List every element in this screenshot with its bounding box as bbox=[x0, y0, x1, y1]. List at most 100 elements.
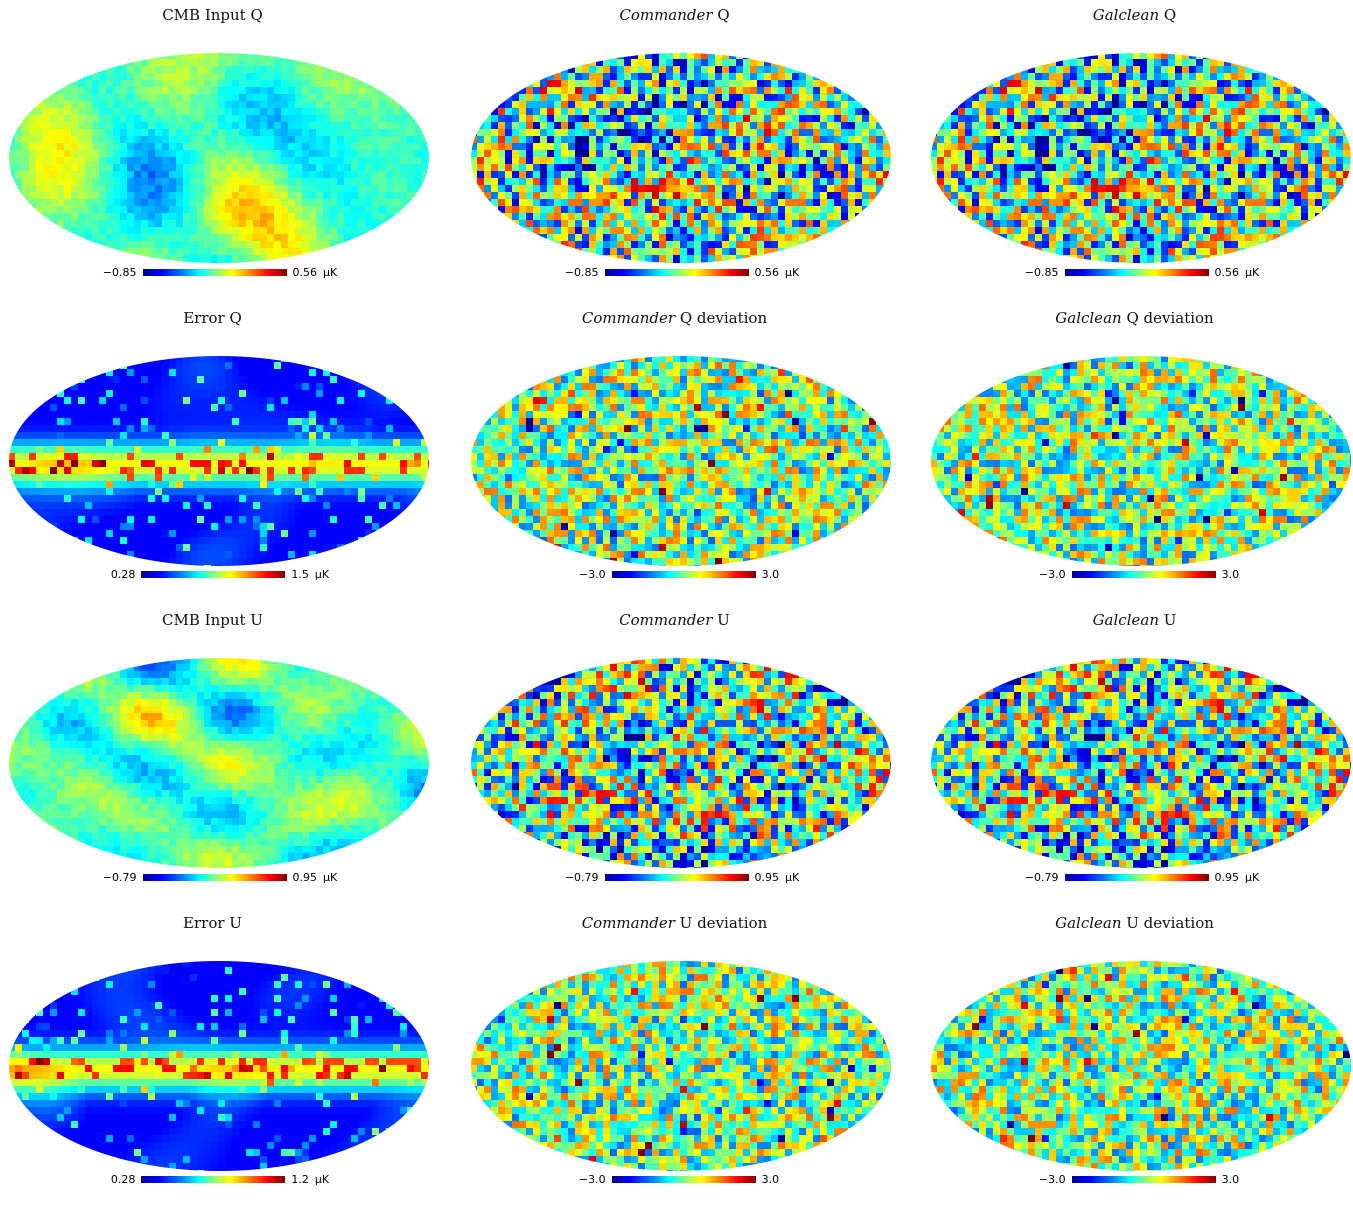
colorbar-max: 1.5 bbox=[291, 568, 309, 581]
colorbar-unit: μK bbox=[1245, 871, 1259, 884]
colorbar-max: 3.0 bbox=[1222, 1173, 1240, 1186]
colorbar: 0.28 1.2 μK bbox=[0, 1172, 440, 1188]
sky-map-pixels bbox=[470, 52, 892, 264]
colorbar-gradient bbox=[141, 1176, 285, 1183]
colorbar-max: 0.95 bbox=[1215, 871, 1240, 884]
sky-map-mollweide bbox=[470, 960, 892, 1172]
sky-map-svg bbox=[8, 355, 430, 567]
colorbar-min: −3.0 bbox=[579, 568, 606, 581]
sky-map-pixels bbox=[930, 52, 1352, 264]
colorbar-unit: μK bbox=[315, 1173, 329, 1186]
sky-map-pixels bbox=[930, 657, 1352, 869]
colorbar-min: −3.0 bbox=[1039, 1173, 1066, 1186]
sky-map-mollweide bbox=[930, 657, 1352, 869]
panel-title: Galclean Q deviation bbox=[922, 309, 1347, 327]
colorbar-gradient bbox=[605, 269, 749, 276]
colorbar-gradient bbox=[1072, 1176, 1216, 1183]
panel-galclean-q: Galclean Q −0.85 0.56 μK bbox=[922, 0, 1353, 303]
sky-map-svg bbox=[930, 657, 1352, 869]
panel-title: Commander U bbox=[462, 611, 887, 629]
sky-map-pixels bbox=[930, 355, 1352, 567]
panel-cmb-input-q: CMB Input Q −0.85 0.56 μK bbox=[0, 0, 462, 303]
sky-map-svg bbox=[930, 52, 1352, 264]
colorbar-min: 0.28 bbox=[111, 568, 136, 581]
colorbar: 0.28 1.5 μK bbox=[0, 567, 440, 583]
colorbar: −3.0 3.0 bbox=[922, 567, 1353, 583]
colorbar-min: −0.79 bbox=[103, 871, 137, 884]
panel-title: Galclean Q bbox=[922, 6, 1347, 24]
colorbar-unit: μK bbox=[315, 568, 329, 581]
panel-error-q: Error Q 0.28 1.5 μK bbox=[0, 303, 462, 606]
panel-title: CMB Input U bbox=[0, 611, 425, 629]
colorbar-max: 3.0 bbox=[762, 1173, 780, 1186]
panel-error-u: Error U 0.28 1.2 μK bbox=[0, 908, 462, 1210]
sky-map-pixels bbox=[930, 960, 1352, 1172]
panel-title: Error Q bbox=[0, 309, 425, 327]
sky-map-mollweide bbox=[930, 355, 1352, 567]
panel-galclean-u-deviation: Galclean U deviation −3.0 3.0 bbox=[922, 908, 1353, 1210]
colorbar-max: 0.95 bbox=[755, 871, 780, 884]
sky-map-mollweide bbox=[8, 657, 430, 869]
colorbar-gradient bbox=[612, 1176, 756, 1183]
colorbar-max: 0.56 bbox=[293, 266, 318, 279]
colorbar-unit: μK bbox=[785, 871, 799, 884]
sky-map-svg bbox=[930, 355, 1352, 567]
sky-map-pixels bbox=[8, 355, 430, 567]
colorbar: −0.85 0.56 μK bbox=[922, 264, 1353, 280]
sky-map-pixels bbox=[470, 960, 892, 1172]
colorbar-min: −0.79 bbox=[1025, 871, 1059, 884]
sky-map-mollweide bbox=[8, 960, 430, 1172]
colorbar-gradient bbox=[612, 571, 756, 578]
sky-map-svg bbox=[470, 657, 892, 869]
sky-map-pixels bbox=[470, 355, 892, 567]
colorbar-unit: μK bbox=[323, 266, 337, 279]
colorbar: −3.0 3.0 bbox=[922, 1172, 1353, 1188]
sky-map-mollweide bbox=[930, 52, 1352, 264]
sky-map-mollweide bbox=[470, 355, 892, 567]
sky-map-svg bbox=[470, 960, 892, 1172]
colorbar-min: −0.85 bbox=[103, 266, 137, 279]
sky-map-mollweide bbox=[470, 657, 892, 869]
colorbar-max: 0.95 bbox=[293, 871, 318, 884]
colorbar-gradient bbox=[1065, 269, 1209, 276]
sky-map-svg bbox=[8, 960, 430, 1172]
colorbar-gradient bbox=[141, 571, 285, 578]
colorbar-max: 1.2 bbox=[291, 1173, 309, 1186]
colorbar-min: 0.28 bbox=[111, 1173, 136, 1186]
panel-title: Error U bbox=[0, 914, 425, 932]
sky-map-svg bbox=[8, 52, 430, 264]
panel-title: Commander U deviation bbox=[462, 914, 887, 932]
sky-map-mollweide bbox=[8, 355, 430, 567]
colorbar-unit: μK bbox=[1245, 266, 1259, 279]
sky-map-pixels bbox=[8, 52, 430, 264]
panel-title: Galclean U bbox=[922, 611, 1347, 629]
panel-title: CMB Input Q bbox=[0, 6, 425, 24]
panel-title: Commander Q bbox=[462, 6, 887, 24]
colorbar-gradient bbox=[1072, 571, 1216, 578]
panel-title: Galclean U deviation bbox=[922, 914, 1347, 932]
panel-galclean-u: Galclean U −0.79 0.95 μK bbox=[922, 605, 1353, 908]
colorbar-min: −0.85 bbox=[1025, 266, 1059, 279]
colorbar-min: −3.0 bbox=[1039, 568, 1066, 581]
colorbar: −0.85 0.56 μK bbox=[0, 264, 440, 280]
sky-map-pixels bbox=[8, 960, 430, 1172]
colorbar-gradient bbox=[605, 874, 749, 881]
sky-map-mollweide bbox=[470, 52, 892, 264]
sky-map-mollweide bbox=[930, 960, 1352, 1172]
panel-title: Commander Q deviation bbox=[462, 309, 887, 327]
panel-galclean-q-deviation: Galclean Q deviation −3.0 3.0 bbox=[922, 303, 1353, 606]
sky-map-svg bbox=[8, 657, 430, 869]
sky-map-mollweide bbox=[8, 52, 430, 264]
colorbar-max: 0.56 bbox=[1215, 266, 1240, 279]
sky-map-svg bbox=[470, 52, 892, 264]
sky-map-svg bbox=[930, 960, 1352, 1172]
colorbar-max: 3.0 bbox=[1222, 568, 1240, 581]
